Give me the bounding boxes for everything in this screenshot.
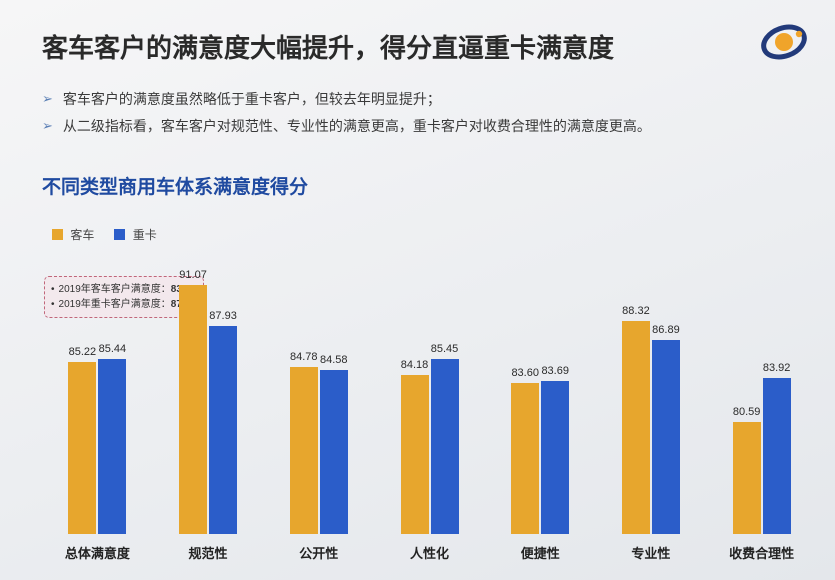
bar-bus: 83.60 <box>511 383 539 534</box>
bar-truck: 86.89 <box>652 340 680 534</box>
x-axis-label: 人性化 <box>410 543 449 562</box>
bar-value-label: 86.89 <box>652 324 680 336</box>
bar-value-label: 84.78 <box>290 351 318 363</box>
brand-logo <box>761 22 807 62</box>
chevron-right-icon: ➢ <box>42 86 53 113</box>
bar-value-label: 84.18 <box>401 359 429 371</box>
bar-value-label: 91.07 <box>179 269 207 281</box>
page-title: 客车客户的满意度大幅提升，得分直逼重卡满意度 <box>42 28 614 65</box>
bar-truck: 87.93 <box>209 326 237 534</box>
legend-swatch-bus <box>52 229 63 240</box>
bullet-text: 从二级指标看，客车客户对规范性、专业性的满意更高，重卡客户对收费合理性的满意度更… <box>63 113 651 140</box>
bar-value-label: 83.69 <box>541 365 569 377</box>
bar-value-label: 84.58 <box>320 354 348 366</box>
bar-bus: 91.07 <box>179 285 207 534</box>
x-axis-label: 规范性 <box>189 543 228 562</box>
bar-value-label: 83.60 <box>511 367 539 379</box>
legend-label-truck: 重卡 <box>133 228 157 242</box>
x-axis-label: 收费合理性 <box>729 543 794 562</box>
bar-bus: 85.22 <box>68 362 96 534</box>
bar-value-label: 83.92 <box>763 362 791 374</box>
bar-group: 80.5983.92 <box>733 260 791 534</box>
bar-bus: 84.78 <box>290 367 318 534</box>
x-axis-label: 便捷性 <box>521 543 560 562</box>
bullet-text: 客车客户的满意度虽然略低于重卡客户，但较去年明显提升； <box>63 86 441 113</box>
x-axis-label: 公开性 <box>299 543 338 562</box>
chart-x-axis: 总体满意度 规范性 公开性 人性化 便捷性 专业性 收费合理性 <box>42 542 817 562</box>
x-axis-label: 专业性 <box>631 543 670 562</box>
chart-plot-area: 85.2285.4491.0787.9384.7884.5884.1885.45… <box>42 260 817 534</box>
bullet-item: ➢ 从二级指标看，客车客户对规范性、专业性的满意更高，重卡客户对收费合理性的满意… <box>42 113 793 140</box>
legend-label-bus: 客车 <box>70 228 94 242</box>
bar-truck: 83.92 <box>763 378 791 534</box>
satisfaction-chart: 客车 重卡 • 2019年客车客户满意度：83.24 • 2019年重卡客户满意… <box>42 226 817 562</box>
bar-group: 84.1885.45 <box>401 260 459 534</box>
bar-value-label: 85.45 <box>431 343 459 355</box>
bar-value-label: 87.93 <box>209 310 237 322</box>
bar-truck: 85.44 <box>98 359 126 534</box>
bar-group: 85.2285.44 <box>68 260 126 534</box>
chart-title: 不同类型商用车体系满意度得分 <box>42 172 308 199</box>
bar-bus: 88.32 <box>622 321 650 534</box>
bar-bus: 80.59 <box>733 422 761 534</box>
summary-bullets: ➢ 客车客户的满意度虽然略低于重卡客户，但较去年明显提升； ➢ 从二级指标看，客… <box>42 86 793 139</box>
bar-group: 83.6083.69 <box>511 260 569 534</box>
bar-group: 91.0787.93 <box>179 260 237 534</box>
bar-truck: 85.45 <box>431 359 459 534</box>
bar-value-label: 85.44 <box>99 343 127 355</box>
bar-value-label: 88.32 <box>622 305 650 317</box>
chevron-right-icon: ➢ <box>42 113 53 140</box>
bullet-item: ➢ 客车客户的满意度虽然略低于重卡客户，但较去年明显提升； <box>42 86 793 113</box>
legend-swatch-truck <box>114 229 125 240</box>
chart-legend: 客车 重卡 <box>52 226 157 243</box>
bar-group: 88.3286.89 <box>622 260 680 534</box>
bar-truck: 84.58 <box>320 370 348 534</box>
bar-bus: 84.18 <box>401 375 429 534</box>
bar-group: 84.7884.58 <box>290 260 348 534</box>
bar-value-label: 80.59 <box>733 406 761 418</box>
x-axis-label: 总体满意度 <box>65 543 130 562</box>
bar-truck: 83.69 <box>541 381 569 534</box>
bar-value-label: 85.22 <box>69 346 97 358</box>
